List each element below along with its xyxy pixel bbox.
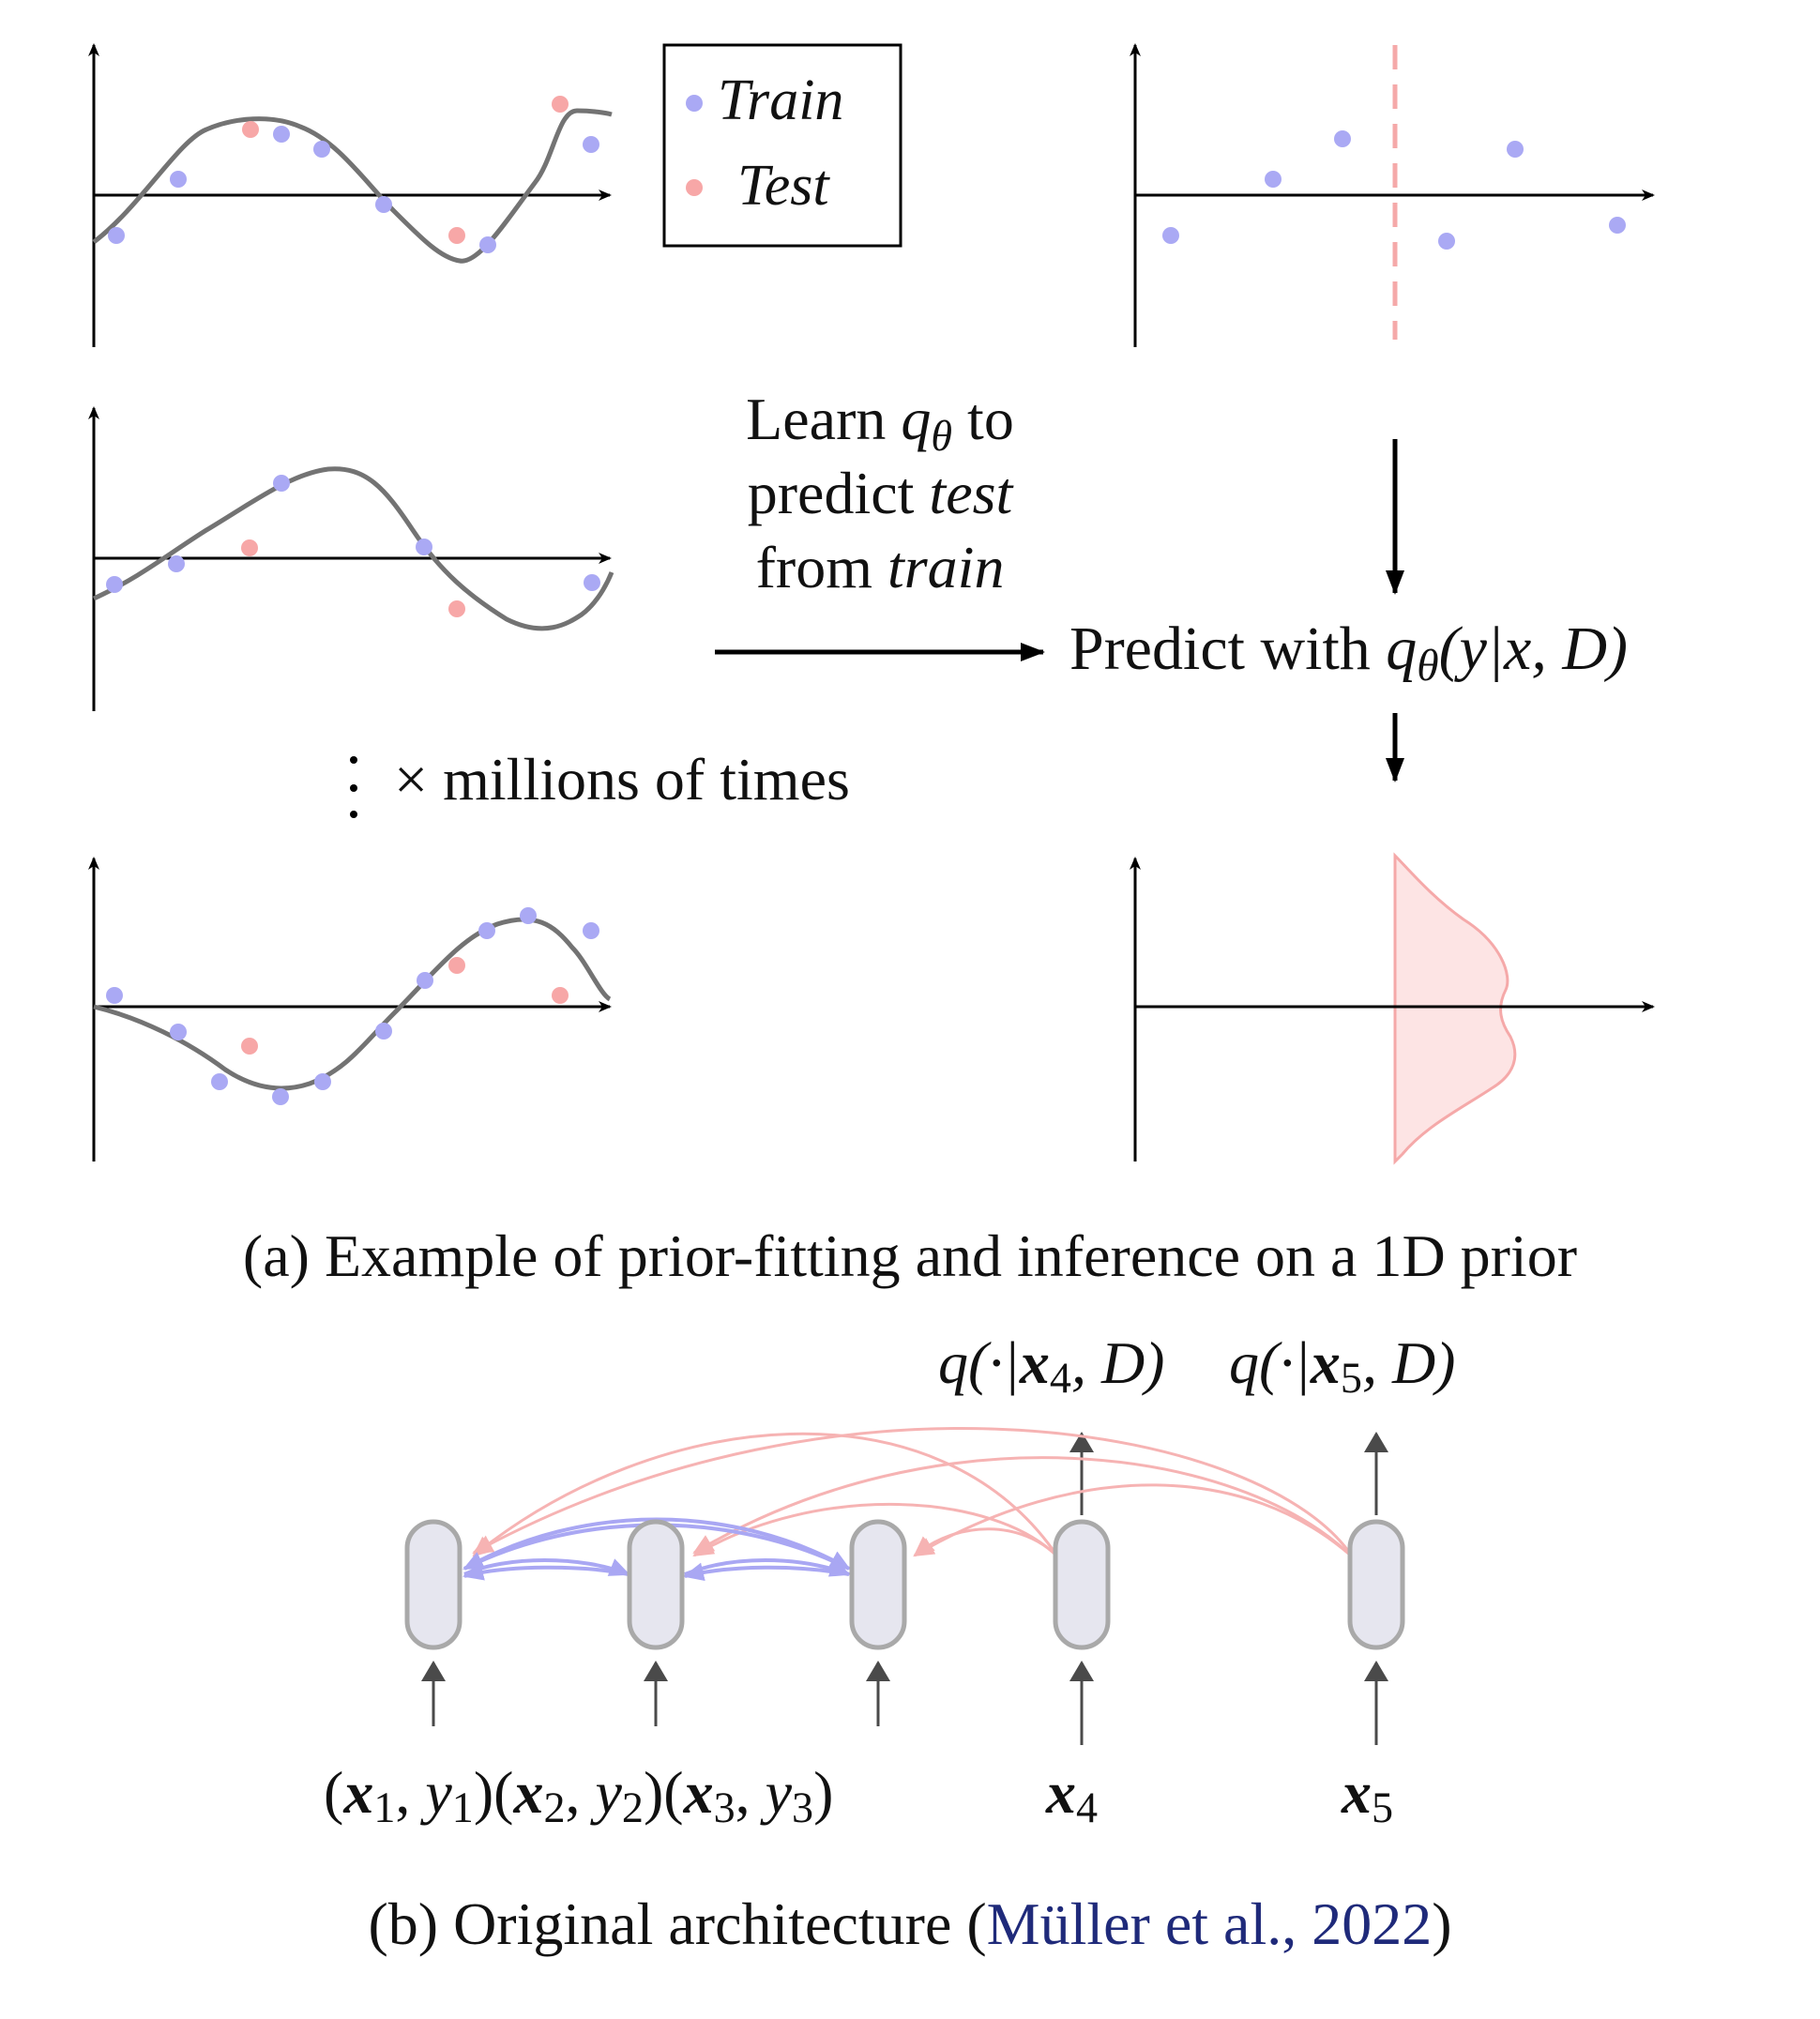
train-point: [106, 987, 123, 1004]
attention-edge: [472, 1432, 1060, 1558]
train-point: [313, 141, 330, 158]
train-point: [106, 576, 123, 593]
function-curve: [92, 108, 613, 264]
input-label-5: x5: [1341, 1759, 1393, 1831]
inference-data-plot: [1130, 43, 1655, 347]
train-point: [273, 126, 290, 143]
attention-edge: [692, 1456, 1355, 1559]
token-node-3: [849, 1519, 907, 1650]
architecture-diagram: q(·|x4, D) q(·|x5, D): [324, 1329, 1455, 1831]
train-point: [375, 1023, 392, 1040]
train-point: [314, 1073, 331, 1090]
test-point: [241, 1038, 258, 1055]
ellipsis-dot: [350, 811, 357, 818]
token-node-2: [627, 1519, 685, 1650]
attention-edge: [683, 1562, 850, 1582]
train-points: [1162, 130, 1626, 250]
train-point: [479, 236, 496, 253]
legend-train-label: Train: [718, 68, 843, 132]
train-point: [520, 907, 537, 924]
train-point: [211, 1073, 228, 1090]
caption-a: (a) Example of prior-fitting and inferen…: [243, 1222, 1577, 1289]
train-point: [1162, 227, 1179, 244]
train-marker: [686, 95, 703, 112]
train-point: [170, 171, 187, 188]
learn-line-3: from train: [756, 534, 1005, 600]
test-points: [241, 539, 465, 617]
train-point: [416, 539, 432, 555]
input-labels-train: (x1, y1)(x2, y2)(x3, y3): [324, 1759, 833, 1831]
train-point: [583, 136, 599, 153]
test-attention-edges: [472, 1427, 1355, 1559]
train-point: [168, 555, 185, 572]
token-node-4: [1053, 1519, 1111, 1650]
test-point: [241, 539, 258, 556]
attention-edge: [463, 1562, 629, 1581]
train-point: [1507, 141, 1524, 158]
train-points: [108, 126, 599, 253]
learn-annotation: Learn qθ to predict test from train: [746, 386, 1014, 600]
token-node-5: [1347, 1519, 1405, 1650]
attention-edge: [913, 1527, 1060, 1559]
train-point: [108, 227, 125, 244]
learn-line-2: predict test: [748, 460, 1015, 526]
ellipsis-dot: [350, 784, 357, 792]
train-point: [170, 1024, 187, 1040]
test-point: [552, 96, 569, 113]
predictive-distribution-plot: [1130, 852, 1655, 1165]
attention-edge: [463, 1517, 851, 1571]
train-point: [1609, 217, 1626, 234]
predict-label: Predict with qθ(y|x, D): [1069, 615, 1628, 691]
legend-box: [662, 43, 902, 248]
caption-b: (b) Original architecture (Müller et al.…: [368, 1890, 1451, 1957]
sample-plot-2: [88, 406, 614, 711]
train-point: [273, 475, 290, 492]
sample-plot-3: [88, 857, 612, 1161]
legend: Train Test: [662, 43, 902, 248]
test-point: [448, 600, 465, 617]
train-point: [478, 922, 495, 939]
train-point: [272, 1088, 289, 1105]
token-node-1: [404, 1519, 463, 1650]
attention-edge: [472, 1427, 1355, 1558]
token-nodes: [404, 1519, 1405, 1650]
train-points: [106, 475, 600, 593]
repeat-label: × millions of times: [394, 746, 850, 812]
test-point: [552, 987, 569, 1004]
input-label-4: x4: [1045, 1759, 1098, 1831]
output-label-4: q(·|x4, D): [938, 1329, 1164, 1402]
train-point: [375, 196, 392, 213]
test-points: [242, 96, 569, 244]
test-point: [448, 227, 465, 244]
citation-link[interactable]: Müller et al., 2022: [987, 1890, 1433, 1957]
train-point: [1334, 130, 1351, 147]
train-point: [584, 574, 600, 591]
repeat-indicator: × millions of times: [350, 746, 850, 818]
input-arrows: [421, 1661, 1388, 1745]
density-curve: [1393, 852, 1517, 1165]
function-curve: [93, 917, 612, 1091]
attention-edge: [913, 1483, 1354, 1559]
test-point: [448, 957, 465, 974]
test-points: [241, 957, 569, 1055]
ellipsis-dot: [350, 756, 357, 764]
train-point: [417, 972, 433, 989]
train-point: [583, 922, 599, 939]
function-curve: [92, 466, 614, 631]
test-point: [242, 121, 259, 138]
legend-test-label: Test: [737, 154, 830, 218]
train-point: [1438, 233, 1455, 250]
test-marker: [686, 179, 703, 196]
sample-plot-1: [88, 43, 613, 347]
train-points: [106, 907, 599, 1105]
train-attention-edges: [463, 1517, 851, 1582]
output-label-5: q(·|x5, D): [1229, 1329, 1455, 1402]
train-point: [1265, 171, 1282, 188]
learn-line-1: Learn qθ to: [746, 386, 1014, 460]
